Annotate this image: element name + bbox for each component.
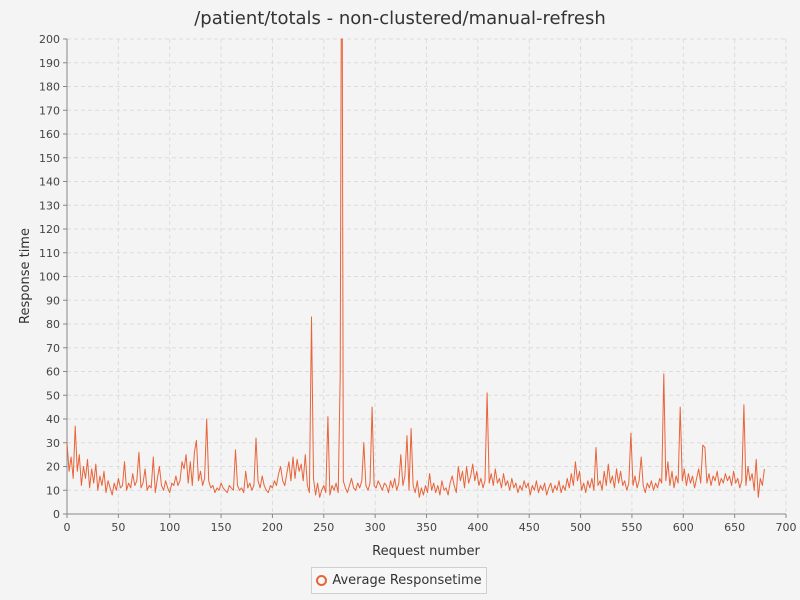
x-tick-label: 50 bbox=[111, 521, 125, 534]
x-axis-label: Request number bbox=[372, 544, 480, 559]
x-axis-ticks: 0 50 100 150 200 250 300 350 400 450 500 550 600 650 7… bbox=[64, 514, 797, 534]
y-tick-label: 180 bbox=[39, 81, 60, 94]
y-tick-label: 100 bbox=[39, 271, 60, 284]
y-tick-label: 60 bbox=[46, 366, 60, 379]
y-tick-label: 160 bbox=[39, 128, 60, 141]
chart-title: /patient/totals - non-clustered/manual-r… bbox=[194, 8, 606, 29]
y-axis-ticks: 0 10 20 30 40 50 60 70 80 90 100 110 120 130 140 150 160… bbox=[39, 33, 67, 521]
series-line-0 bbox=[66, 38, 765, 498]
y-tick-label: 130 bbox=[39, 199, 60, 212]
grid-lines bbox=[67, 38, 787, 514]
x-tick-label: 500 bbox=[570, 521, 591, 534]
y-tick-label: 140 bbox=[39, 176, 60, 189]
y-tick-label: 190 bbox=[39, 57, 60, 70]
legend-label: Average Responsetime bbox=[332, 573, 482, 588]
y-tick-label: 150 bbox=[39, 152, 60, 165]
legend: Average Responsetime bbox=[311, 567, 487, 594]
series-group bbox=[66, 38, 765, 498]
y-tick-label: 20 bbox=[46, 461, 60, 474]
x-tick-label: 600 bbox=[673, 521, 694, 534]
x-tick-label: 550 bbox=[621, 521, 642, 534]
x-tick-label: 650 bbox=[724, 521, 745, 534]
x-tick-label: 200 bbox=[262, 521, 283, 534]
y-tick-label: 0 bbox=[53, 508, 60, 521]
x-tick-label: 400 bbox=[467, 521, 488, 534]
y-tick-label: 40 bbox=[46, 413, 60, 426]
y-tick-label: 170 bbox=[39, 104, 60, 117]
y-tick-label: 90 bbox=[46, 294, 60, 307]
y-tick-label: 50 bbox=[46, 389, 60, 402]
x-tick-label: 250 bbox=[313, 521, 334, 534]
y-axis-label: Response time bbox=[18, 228, 33, 324]
y-tick-label: 80 bbox=[46, 318, 60, 331]
y-tick-label: 120 bbox=[39, 223, 60, 236]
legend-marker-icon bbox=[316, 575, 328, 586]
y-tick-label: 10 bbox=[46, 484, 60, 497]
x-tick-label: 700 bbox=[776, 521, 797, 534]
y-tick-label: 200 bbox=[39, 33, 60, 46]
x-tick-label: 150 bbox=[211, 521, 232, 534]
x-tick-label: 0 bbox=[64, 521, 71, 534]
x-tick-label: 100 bbox=[159, 521, 180, 534]
x-tick-label: 450 bbox=[519, 521, 540, 534]
y-tick-label: 30 bbox=[46, 437, 60, 450]
y-tick-label: 70 bbox=[46, 342, 60, 355]
x-tick-label: 350 bbox=[416, 521, 437, 534]
y-tick-label: 110 bbox=[39, 247, 60, 260]
x-tick-label: 300 bbox=[365, 521, 386, 534]
